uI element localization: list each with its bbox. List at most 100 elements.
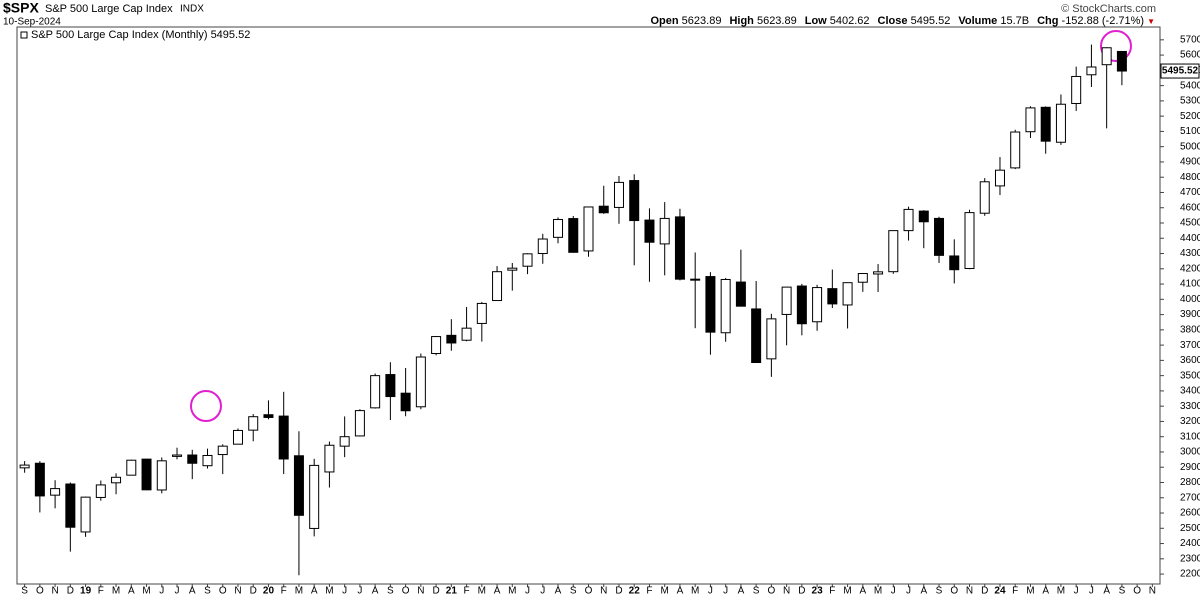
x-tick-label: N xyxy=(783,586,790,597)
candle-body xyxy=(812,287,823,323)
candle-body xyxy=(248,416,259,431)
y-tick-label: 5700 xyxy=(1180,34,1200,45)
candle-body xyxy=(232,429,243,445)
candle-body xyxy=(293,455,304,516)
x-tick-label: F xyxy=(98,586,104,597)
candle-body xyxy=(583,206,594,252)
x-tick-label: M xyxy=(112,586,120,597)
y-tick-label: 2500 xyxy=(1180,523,1200,534)
candle-body xyxy=(1010,131,1021,169)
candle-body xyxy=(1116,50,1127,72)
x-tick-label: M xyxy=(1026,586,1034,597)
y-tick-label: 2700 xyxy=(1180,492,1200,503)
candle-body xyxy=(309,464,320,529)
x-tick-label: S xyxy=(204,586,211,597)
stat-label: Low xyxy=(804,15,827,27)
candle-body xyxy=(370,375,381,409)
candle-body xyxy=(720,278,731,334)
candle-body xyxy=(187,454,198,464)
candle-body xyxy=(888,230,899,273)
x-tick-label: M xyxy=(478,586,486,597)
y-tick-label: 3700 xyxy=(1180,340,1200,351)
candle-body xyxy=(553,218,564,238)
candle-body xyxy=(537,238,548,255)
y-tick-label: 5300 xyxy=(1180,96,1200,107)
x-tick-label: J xyxy=(525,586,530,597)
plot-frame xyxy=(16,26,1161,585)
candle-body xyxy=(507,267,518,271)
x-tick-label: D xyxy=(615,586,622,597)
x-tick-label: M xyxy=(843,586,851,597)
x-tick-label: F xyxy=(646,586,652,597)
candle-body xyxy=(522,253,533,267)
x-tick-label: F xyxy=(1012,586,1018,597)
candle-body xyxy=(1086,66,1097,76)
x-tick-label: F xyxy=(281,586,287,597)
y-tick-label: 4500 xyxy=(1180,218,1200,229)
x-tick-label: N xyxy=(234,586,241,597)
x-tick-label: S xyxy=(570,586,577,597)
candle-body xyxy=(629,180,640,222)
x-tick-label: D xyxy=(67,586,74,597)
candle-body xyxy=(324,444,335,473)
x-tick-label: A xyxy=(920,586,927,597)
y-tick-label: 5000 xyxy=(1180,141,1200,152)
x-tick-label: D xyxy=(798,586,805,597)
candle-body xyxy=(50,488,61,496)
y-tick-label: 2200 xyxy=(1180,569,1200,580)
candle-body xyxy=(339,436,350,447)
candle-body xyxy=(934,217,945,256)
x-tick-label: M xyxy=(508,586,516,597)
x-tick-label: A xyxy=(1103,586,1110,597)
x-tick-label: A xyxy=(555,586,562,597)
candle-body xyxy=(598,205,609,214)
y-tick-label: 5400 xyxy=(1180,80,1200,91)
y-tick-label: 3200 xyxy=(1180,416,1200,427)
candle-body xyxy=(949,255,960,271)
x-tick-label: A xyxy=(859,586,866,597)
candle-body xyxy=(918,210,929,223)
stat-label: Open xyxy=(650,15,679,27)
y-tick-label: 2800 xyxy=(1180,477,1200,488)
stat-label: Close xyxy=(877,15,908,27)
x-tick-label: J xyxy=(540,586,545,597)
y-tick-label: 4600 xyxy=(1180,202,1200,213)
stat-label: Volume xyxy=(958,15,998,27)
candle-body xyxy=(568,218,579,253)
candle-body xyxy=(34,462,45,497)
x-tick-label: J xyxy=(906,586,911,597)
candle-body xyxy=(278,415,289,460)
x-tick-label: S xyxy=(1119,586,1126,597)
candle-body xyxy=(415,356,426,408)
candle-body xyxy=(400,392,411,412)
x-tick-label: J xyxy=(159,586,164,597)
x-tick-label: A xyxy=(494,586,501,597)
candle-body xyxy=(95,484,106,498)
x-tick-label: N xyxy=(417,586,424,597)
stat-value: -152.88 (-2.71%) xyxy=(1061,15,1145,27)
y-tick-label: 3100 xyxy=(1180,431,1200,442)
candle-body xyxy=(979,181,990,214)
x-tick-label: A xyxy=(738,586,745,597)
y-tick-label: 5100 xyxy=(1180,126,1200,137)
x-tick-label: A xyxy=(189,586,196,597)
stat-value: 5623.89 xyxy=(681,15,722,27)
candle-body xyxy=(903,208,914,232)
date: 10-Sep-2024 xyxy=(3,17,61,28)
y-tick-label: 3000 xyxy=(1180,447,1200,458)
candle-body xyxy=(781,286,792,315)
x-tick-label: N xyxy=(51,586,58,597)
y-tick-label: 3600 xyxy=(1180,355,1200,366)
candle-body xyxy=(857,273,868,283)
candle-body xyxy=(172,454,183,457)
y-tick-label: 4400 xyxy=(1180,233,1200,244)
y-tick-label: 4700 xyxy=(1180,187,1200,198)
x-tick-label: D xyxy=(250,586,257,597)
x-tick-label: M xyxy=(142,586,150,597)
x-tick-label: S xyxy=(387,586,394,597)
x-tick-label: 19 xyxy=(80,586,92,597)
candle-body xyxy=(492,271,503,302)
candle-body xyxy=(431,336,442,355)
stat-value: 5623.89 xyxy=(756,15,797,27)
